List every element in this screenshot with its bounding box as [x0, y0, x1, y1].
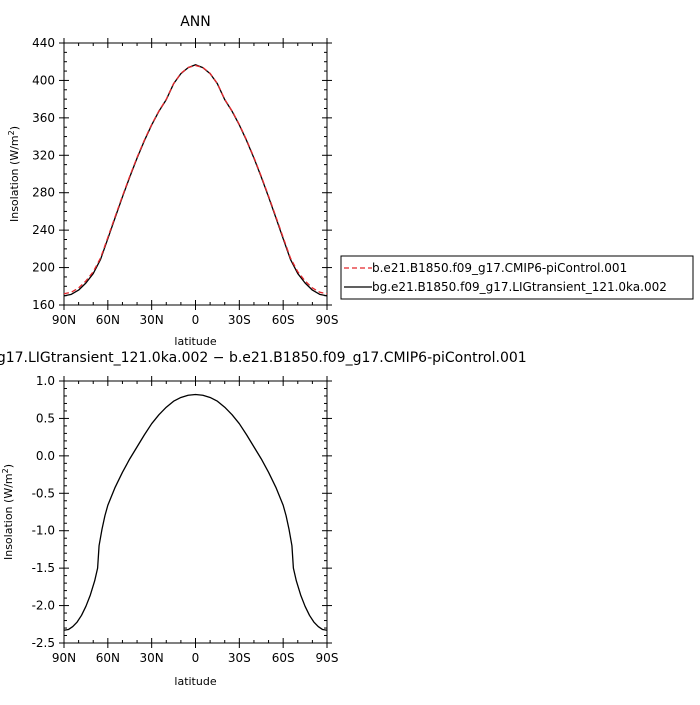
x-tick-label: 30N [140, 313, 164, 327]
y-tick-label: 160 [32, 298, 55, 312]
panel2-series [63, 393, 328, 631]
legend-label-picontrol: b.e21.B1850.f09_g17.CMIP6-piControl.001 [372, 261, 627, 275]
panel1-title: ANN [180, 14, 211, 30]
x-tick-label: 0 [192, 313, 200, 327]
panel2-title: bg.e21.B1850.f09_g17.LIGtransient_121.0k… [0, 350, 527, 366]
panel2-x-axis-label: latitude [174, 675, 216, 688]
y-tick-label: 200 [32, 261, 55, 275]
y-tick-label: 0.5 [36, 411, 55, 425]
y-tick-label: 0.0 [36, 449, 55, 463]
x-tick-label: 30N [140, 651, 164, 665]
x-tick-label: 90N [52, 313, 76, 327]
panel1-y-ticks: 160 200 240 280 320 360 400 440 [32, 36, 332, 312]
legend: b.e21.B1850.f09_g17.CMIP6-piControl.001 … [340, 255, 694, 300]
panel-annual-insolation: ANN 160 200 240 280 320 360 400 440 90N 60N 30N 0 3… [7, 14, 694, 348]
series-line-ligtransient [63, 64, 328, 297]
y-tick-label: -0.5 [32, 486, 55, 500]
y-tick-label: 240 [32, 223, 55, 237]
panel2-y-ticks: 1.0 0.5 0.0 -0.5 -1.0 -1.5 -2.0 -2.5 [32, 374, 332, 650]
x-tick-label: 60N [96, 313, 120, 327]
y-tick-label: -2.5 [32, 636, 55, 650]
series-line-difference [63, 393, 328, 631]
panel-insolation-difference: bg.e21.B1850.f09_g17.LIGtransient_121.0k… [0, 350, 527, 688]
y-tick-label: 440 [32, 36, 55, 50]
panel2-x-ticks: 90N 60N 30N 0 30S 60S 90S [52, 376, 339, 665]
legend-label-ligtransient: bg.e21.B1850.f09_g17.LIGtransient_121.0k… [372, 280, 667, 294]
panel2-y-axis-label: Insolation (W/m2) [1, 464, 15, 560]
panel2-frame [63, 380, 328, 644]
panel1-series [63, 64, 328, 297]
panel1-frame [63, 42, 328, 306]
x-tick-label: 30S [228, 313, 251, 327]
y-tick-label: 320 [32, 148, 55, 162]
panel1-x-ticks: 90N 60N 30N 0 30S 60S 90S [52, 38, 339, 327]
y-tick-label: 280 [32, 186, 55, 200]
y-tick-label: -1.5 [32, 561, 55, 575]
y-tick-label: -1.0 [32, 524, 55, 538]
x-tick-label: 0 [192, 651, 200, 665]
y-tick-label: 400 [32, 73, 55, 87]
legend-box [340, 255, 694, 300]
x-tick-label: 60S [272, 651, 295, 665]
y-tick-label: 1.0 [36, 374, 55, 388]
series-line-picontrol [63, 64, 328, 295]
x-tick-label: 30S [228, 651, 251, 665]
x-tick-label: 90S [316, 651, 339, 665]
x-tick-label: 60N [96, 651, 120, 665]
x-tick-label: 90N [52, 651, 76, 665]
y-tick-label: -2.0 [32, 599, 55, 613]
x-tick-label: 60S [272, 313, 295, 327]
panel1-y-axis-label: Insolation (W/m2) [7, 126, 21, 222]
x-tick-label: 90S [316, 313, 339, 327]
y-tick-label: 360 [32, 111, 55, 125]
panel1-x-axis-label: latitude [174, 335, 216, 348]
